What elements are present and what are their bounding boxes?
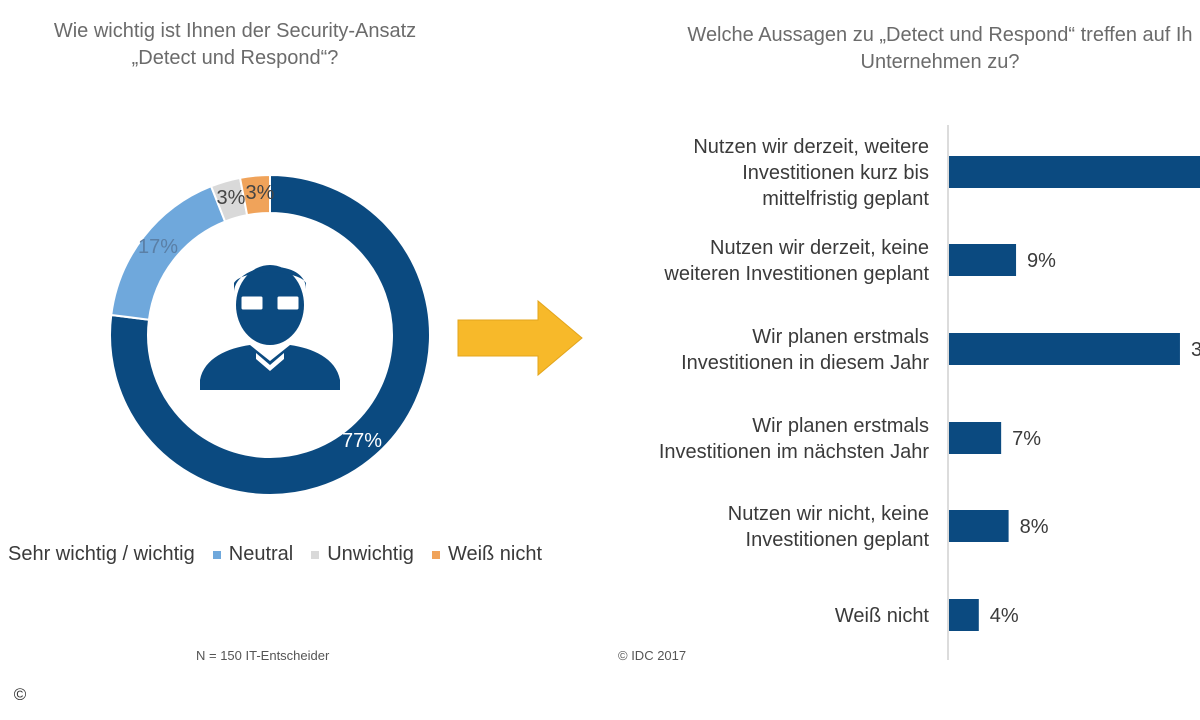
bar-value-label: 9% xyxy=(1027,250,1056,272)
donut-slice-sehr-wichtig xyxy=(109,173,431,496)
legend-label: Unwichtig xyxy=(327,543,414,565)
right-arrow-icon xyxy=(457,299,583,377)
legend-item: Neutral xyxy=(212,543,294,566)
person-with-glasses-icon xyxy=(200,265,340,390)
donut-slice-weiss-nicht xyxy=(238,173,271,217)
bar-value-label: 8% xyxy=(1020,516,1049,538)
bar-category-label: Weiß nicht xyxy=(835,605,930,627)
bar-category-label: Nutzen wir derzeit, keine weiteren Invest… xyxy=(663,237,929,285)
legend-swatch xyxy=(212,550,221,559)
donut-label-weiss-nicht: 3% xyxy=(246,182,275,204)
legend-label: Neutral xyxy=(228,543,294,565)
bar-5 xyxy=(949,510,1009,542)
bar-category-label: Wir planen erstmals Investitionen im näch… xyxy=(659,415,929,463)
donut-label-neutral: 17% xyxy=(138,236,178,258)
bar-6 xyxy=(949,599,979,631)
sample-size-note: N = 150 IT-Entscheider xyxy=(196,648,330,663)
bar-value-label: 7% xyxy=(1012,428,1041,450)
legend-label: Sehr wichtig / wichtig xyxy=(8,543,195,565)
bar-category-label: Nutzen wir nicht, keine Investitionen gep… xyxy=(728,503,930,551)
copyright-icon: © xyxy=(13,685,27,704)
donut-chart-title: Wie wichtig ist Ihnen der Security-Ansat… xyxy=(53,20,417,69)
donut-legend: Sehr wichtig / wichtig Neutral Unwichtig We… xyxy=(0,543,560,566)
bar-4 xyxy=(949,422,1002,454)
donut-label-unwichtig: 3% xyxy=(217,187,246,209)
bar-3 xyxy=(949,333,1180,365)
bar-1 xyxy=(949,156,1200,188)
bar-chart-title: Welche Aussagen zu „Detect und Respond“ … xyxy=(687,24,1193,73)
legend-item: Sehr wichtig / wichtig xyxy=(0,543,195,566)
legend-label: Weiß nicht xyxy=(447,543,543,565)
bar-value-label: 31% xyxy=(1191,339,1200,361)
donut-label-sehr-wichtig: 77% xyxy=(342,430,382,452)
bar-category-label: Nutzen wir derzeit, weitere Investitionen… xyxy=(693,136,929,210)
donut-chart: 77% 17% 3% 3% xyxy=(109,173,431,496)
right-arrow-shape xyxy=(457,299,583,377)
bar-value-label: 4% xyxy=(990,605,1019,627)
bar-2 xyxy=(949,244,1017,276)
legend-item: Unwichtig xyxy=(311,543,414,566)
bar-category-label: Wir planen erstmals Investitionen in dies… xyxy=(681,326,929,374)
legend-item: Weiß nicht xyxy=(431,543,543,566)
legend-swatch xyxy=(311,550,320,559)
legend-swatch xyxy=(431,550,440,559)
bar-chart: 4Nutzen wir derzeit, weitereInvestitione… xyxy=(659,125,1200,660)
copyright-note: © IDC 2017 xyxy=(618,648,687,663)
